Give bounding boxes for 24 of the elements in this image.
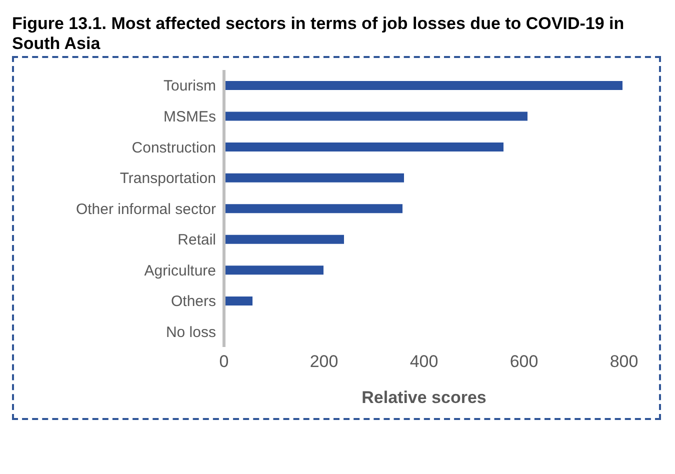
y-tick-label: No loss — [166, 324, 216, 341]
bar — [224, 81, 622, 90]
bar — [224, 142, 504, 152]
bar — [224, 173, 404, 182]
y-tick-label: Construction — [132, 139, 216, 156]
x-tick-label: 0 — [219, 352, 229, 372]
y-tick-label: Agriculture — [144, 262, 216, 280]
x-tick-label: 400 — [410, 352, 438, 372]
y-tick-label: Tourism — [163, 78, 216, 95]
bar — [224, 266, 324, 275]
bar — [224, 204, 402, 214]
y-tick-label: Retail — [178, 232, 216, 249]
bar — [224, 234, 344, 244]
bar — [224, 112, 528, 121]
x-tick-label: 200 — [310, 352, 338, 372]
y-tick-label: MSMEs — [164, 108, 216, 126]
x-tick-label: 800 — [610, 352, 638, 372]
x-tick-label: 600 — [510, 352, 538, 372]
chart-title: Figure 13.1. Most affected sectors in terms of job losses due to COVID-19 in South Asia — [11, 13, 626, 54]
y-tick-label: Others — [170, 293, 216, 310]
bar — [224, 296, 252, 306]
y-tick-label: Other informal sector — [76, 200, 216, 218]
x-axis-title: Relative scores — [362, 388, 486, 407]
y-tick-label: Transportation — [120, 170, 216, 188]
